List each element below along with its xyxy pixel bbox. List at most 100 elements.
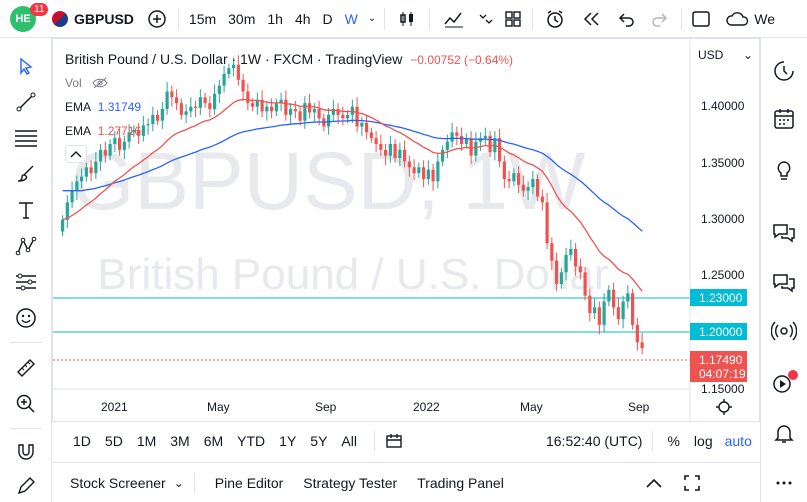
legend-title-row[interactable]: British Pound / U.S. Dollar · 1W · FXCM … [65,51,513,67]
interval-d[interactable]: D [322,10,333,27]
brush-tool[interactable] [12,160,40,188]
tab-pine-editor[interactable]: Pine Editor [214,474,284,491]
candle [137,130,141,136]
chart-canvas[interactable]: GBPUSD, 1W British Pound / U.S. Dollar U… [53,39,759,421]
maximize-icon[interactable] [683,474,701,492]
range-1y[interactable]: 1Y [279,433,297,449]
candle [426,169,430,179]
tab-strategy-tester[interactable]: Strategy Tester [303,474,398,491]
pattern-tool[interactable] [12,232,40,260]
range-all[interactable]: All [341,433,357,449]
legend-volume-row[interactable]: Vol [65,76,108,90]
text-tool[interactable] [12,196,40,224]
candle [578,266,582,273]
time-label-sep21: Sep [315,400,337,414]
candle [80,176,84,182]
candle [398,149,402,158]
percent-toggle[interactable]: % [667,433,680,449]
fib-tool[interactable] [12,124,40,152]
range-3m[interactable]: 3M [170,433,190,449]
right-sidebar [760,38,807,502]
trend-line-tool[interactable] [12,88,40,116]
account-avatar[interactable]: HE 11 [0,0,49,38]
undo-button[interactable] [609,0,643,38]
smiley-icon [16,308,36,328]
measure-tool[interactable] [12,354,40,382]
streams-button[interactable] [769,316,799,346]
more-indicators-button[interactable] [474,0,498,38]
candle [403,149,407,162]
interval-group: 15m 30m 1h 4h D W ⌄ [183,0,380,38]
ideas-button[interactable] [769,156,799,186]
interval-30m[interactable]: 30m [228,10,256,27]
symbol-label: GBPUSD [74,10,134,27]
candle [521,184,525,191]
interval-15m[interactable]: 15m [188,10,217,27]
replay-button[interactable] [573,0,609,38]
range-5y[interactable]: 5Y [310,433,328,449]
prediction-tool[interactable] [12,268,40,296]
interval-4h[interactable]: 4h [294,10,311,27]
tab-trading-panel[interactable]: Trading Panel [417,474,504,491]
interval-dropdown-icon[interactable]: ⌄ [367,13,377,24]
chart-settings-icon[interactable] [716,399,732,415]
candle [151,114,155,125]
trend-line-icon [16,92,36,112]
expand-panel-icon[interactable] [645,477,663,489]
candle [265,106,269,112]
fullscreen-toggle[interactable] [686,0,716,38]
watchlist-button[interactable] [769,56,799,86]
ema-slow-label: EMA [65,100,91,114]
candle [607,289,611,302]
candle [635,324,639,343]
magnet-tool[interactable] [12,438,40,466]
chevron-down-icon[interactable]: ⌄ [173,475,184,490]
zoom-tool[interactable] [12,390,40,418]
chart-pane[interactable]: GBPUSD, 1W British Pound / U.S. Dollar U… [52,38,760,422]
range-ytd[interactable]: YTD [237,433,266,449]
candle [298,111,302,121]
undo-icon [619,12,635,27]
ema-slow-line [62,119,643,232]
symbol-search[interactable]: GBPUSD [46,0,140,38]
alerts-bell-button[interactable] [769,418,799,448]
messages-button[interactable] [769,268,799,298]
candle [526,187,530,191]
layout-button[interactable] [498,0,528,38]
chats-button[interactable] [769,218,799,248]
icon-tool[interactable] [12,304,40,332]
range-1m[interactable]: 1M [136,433,157,449]
range-6m[interactable]: 6M [203,433,224,449]
indicators-button[interactable] [434,0,474,38]
currency-label[interactable]: USD [698,48,724,62]
auto-toggle[interactable]: auto [724,433,752,449]
goto-date-icon[interactable] [385,433,403,449]
legend-ema-slow-row[interactable]: EMA 1.31749 [65,100,141,114]
alert-button[interactable] [537,0,573,38]
redo-button[interactable] [643,0,677,38]
collapse-legend-button[interactable] [65,145,87,163]
interval-1h[interactable]: 1h [267,10,283,27]
calendar-button[interactable] [769,104,799,134]
clock-display[interactable]: 16:52:40 (UTC) [545,433,643,449]
help-button[interactable] [769,468,799,498]
cursor-tool[interactable] [12,52,40,80]
publish-button[interactable]: We [716,0,775,38]
candle [384,149,388,156]
stay-drawing-tool[interactable] [12,472,40,500]
log-toggle[interactable]: log [693,433,713,449]
legend-ema-fast-row[interactable]: EMA 1.27716 [65,124,141,138]
candle [203,97,207,104]
eye-hidden-icon[interactable] [92,77,108,89]
candle [422,167,426,179]
compare-add-button[interactable] [140,0,174,38]
candle [241,79,245,92]
tab-stock-screener[interactable]: Stock Screener ⌄ [52,475,184,491]
candle [232,64,236,69]
range-1d[interactable]: 1D [73,433,91,449]
range-5d[interactable]: 5D [104,433,123,449]
interval-w[interactable]: W [344,10,358,27]
currency-chevron-icon[interactable]: ⌄ [743,48,753,62]
notifications-stream-button[interactable] [769,368,799,398]
chart-type-button[interactable] [389,0,425,38]
